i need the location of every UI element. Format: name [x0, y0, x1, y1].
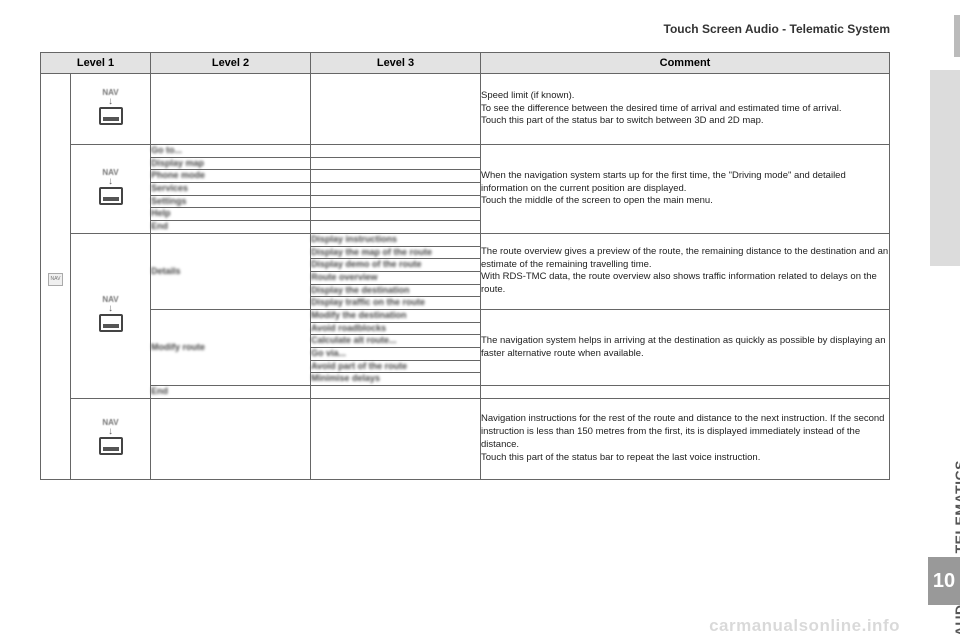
l3-calc-alt: Calculate alt route... — [311, 335, 481, 348]
l2-goto: Go to... — [151, 145, 311, 158]
comment-nav-instr: Navigation instructions for the rest of … — [481, 398, 890, 479]
page-edge-marker — [954, 15, 960, 57]
col-level3: Level 3 — [311, 53, 481, 74]
comment-driving-mode: When the navigation system starts up for… — [481, 145, 890, 234]
l3-avoid-part: Avoid part of the route — [311, 360, 481, 373]
page-content: Touch Screen Audio - Telematic System Le… — [40, 22, 890, 618]
col-level1: Level 1 — [41, 53, 151, 74]
comment-speed-limit: Speed limit (if known).To see the differ… — [481, 74, 890, 145]
screen-icon — [99, 187, 123, 205]
section-vertical-title: AUDIO and TELEMATICS — [952, 460, 960, 636]
arrow-down-icon: ↓ — [71, 304, 150, 314]
l3-min-delay: Minimise delays — [311, 373, 481, 386]
l3-go-via: Go via... — [311, 348, 481, 361]
l3-disp-map-route: Display the map of the route — [311, 246, 481, 259]
col-level2: Level 2 — [151, 53, 311, 74]
screen-icon — [99, 437, 123, 455]
l3-mod-dest: Modify the destination — [311, 309, 481, 322]
comment-route-overview: The route overview gives a preview of th… — [481, 233, 890, 309]
screen-icon — [99, 107, 123, 125]
l3-route-overview: Route overview — [311, 271, 481, 284]
page-title: Touch Screen Audio - Telematic System — [664, 22, 891, 36]
l2-end: End — [151, 221, 311, 234]
l2-phone-mode: Phone mode — [151, 170, 311, 183]
arrow-down-icon: ↓ — [71, 427, 150, 437]
l3-disp-instr: Display instructions — [311, 233, 481, 246]
l2-modify-route: Modify route — [151, 309, 311, 385]
table-header-row: Level 1 Level 2 Level 3 Comment — [41, 53, 890, 74]
l2-details: Details — [151, 233, 311, 309]
chapter-tab: 10 — [928, 557, 960, 605]
l3-avoid-road: Avoid roadblocks — [311, 322, 481, 335]
nav-icon: NAV ↓ — [71, 168, 150, 210]
arrow-down-icon: ↓ — [71, 177, 150, 187]
l2-settings: Settings — [151, 195, 311, 208]
nav-icon: NAV ↓ — [71, 88, 150, 130]
l2-end-3: End — [151, 386, 311, 399]
col-comment: Comment — [481, 53, 890, 74]
l2-display-map: Display map — [151, 157, 311, 170]
menu-table: Level 1 Level 2 Level 3 Comment NAV NAV … — [40, 52, 890, 480]
l3-disp-traffic: Display traffic on the route — [311, 297, 481, 310]
nav-icon: NAV ↓ — [71, 418, 150, 460]
comment-modify-route: The navigation system helps in arriving … — [481, 309, 890, 385]
l2-services: Services — [151, 183, 311, 196]
side-tab-grey — [930, 70, 960, 266]
l2-help: Help — [151, 208, 311, 221]
nav-side-button: NAV — [48, 273, 64, 286]
nav-icon: NAV ↓ — [71, 295, 150, 337]
l3-disp-demo: Display demo of the route — [311, 259, 481, 272]
screen-icon — [99, 314, 123, 332]
arrow-down-icon: ↓ — [71, 97, 150, 107]
l3-disp-dest: Display the destination — [311, 284, 481, 297]
watermark: carmanualsonline.info — [709, 616, 900, 636]
